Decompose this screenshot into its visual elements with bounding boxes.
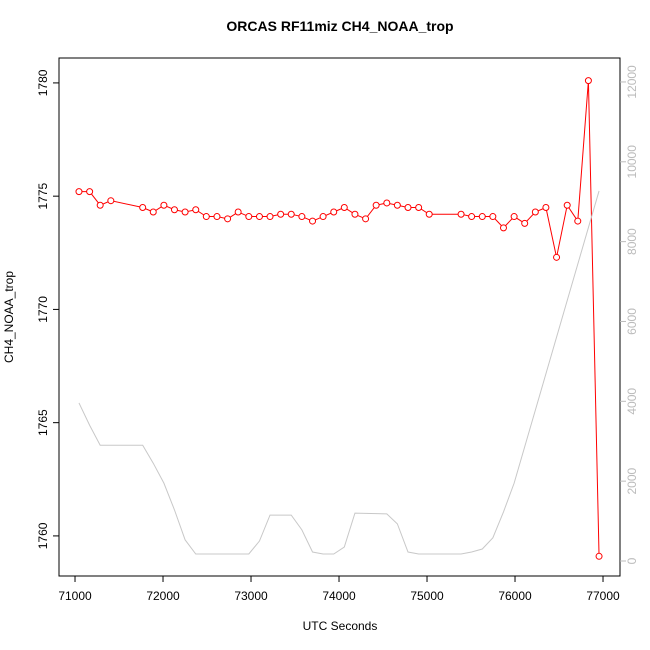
data-point: [404, 203, 412, 211]
data-point: [595, 552, 603, 560]
data-point: [75, 188, 83, 196]
y-tick-label: 1765: [36, 409, 50, 436]
data-point: [96, 201, 104, 209]
x-tick-label: 72000: [146, 589, 180, 603]
data-point: [234, 208, 242, 216]
data-point: [372, 201, 380, 209]
data-point: [181, 208, 189, 216]
data-point: [393, 201, 401, 209]
data-point: [531, 208, 539, 216]
data-point: [298, 213, 306, 221]
data-point: [319, 213, 327, 221]
y2-tick-label: 10000: [625, 145, 639, 179]
data-point: [277, 210, 285, 218]
x-tick-label: 73000: [234, 589, 268, 603]
series-line: [78, 80, 600, 557]
y-tick-label: 1780: [36, 69, 50, 96]
data-point: [362, 215, 370, 223]
y2-tick-label: 4000: [625, 388, 639, 415]
y-tick-label: 1770: [36, 296, 50, 323]
data-point: [521, 219, 529, 227]
y-tick-label: 1775: [36, 182, 50, 209]
data-point: [330, 208, 338, 216]
data-point: [245, 213, 253, 221]
data-point: [478, 213, 486, 221]
data-point: [489, 213, 497, 221]
data-point: [309, 217, 317, 225]
x-tick-label: 77000: [586, 589, 620, 603]
y2-tick-label: 0: [625, 557, 639, 564]
data-point: [351, 210, 359, 218]
x-axis-label: UTC Seconds: [303, 619, 378, 633]
x-tick-label: 74000: [322, 589, 356, 603]
data-point: [213, 213, 221, 221]
x-tick-label: 76000: [498, 589, 532, 603]
data-point: [202, 213, 210, 221]
y2-tick-label: 6000: [625, 308, 639, 335]
y-tick-label: 1760: [36, 522, 50, 549]
data-point: [553, 253, 561, 261]
data-point: [468, 213, 476, 221]
data-point: [107, 197, 115, 205]
data-point: [584, 77, 592, 85]
data-point: [510, 213, 518, 221]
data-point: [170, 206, 178, 214]
data-point: [224, 215, 232, 223]
series-line: [78, 190, 600, 555]
data-point: [86, 188, 94, 196]
data-point: [139, 203, 147, 211]
data-point: [415, 203, 423, 211]
data-point: [499, 224, 507, 232]
y2-tick-label: 8000: [625, 228, 639, 255]
data-point: [192, 206, 200, 214]
data-point: [542, 203, 550, 211]
data-point: [574, 217, 582, 225]
data-point: [149, 208, 157, 216]
data-point: [340, 203, 348, 211]
data-point: [266, 213, 274, 221]
chart-title: ORCAS RF11miz CH4_NOAA_trop: [226, 18, 453, 34]
data-point: [457, 210, 465, 218]
plot-frame: [58, 57, 621, 577]
y2-tick-label: 2000: [625, 467, 639, 494]
data-point: [563, 201, 571, 209]
data-point: [425, 210, 433, 218]
y2-tick-label: 12000: [625, 65, 639, 99]
y-axis-label: CH4_NOAA_trop: [2, 271, 16, 363]
data-point: [160, 201, 168, 209]
x-tick-label: 75000: [410, 589, 444, 603]
x-tick-label: 71000: [58, 589, 92, 603]
data-point: [383, 199, 391, 207]
data-point: [287, 210, 295, 218]
data-point: [255, 213, 263, 221]
